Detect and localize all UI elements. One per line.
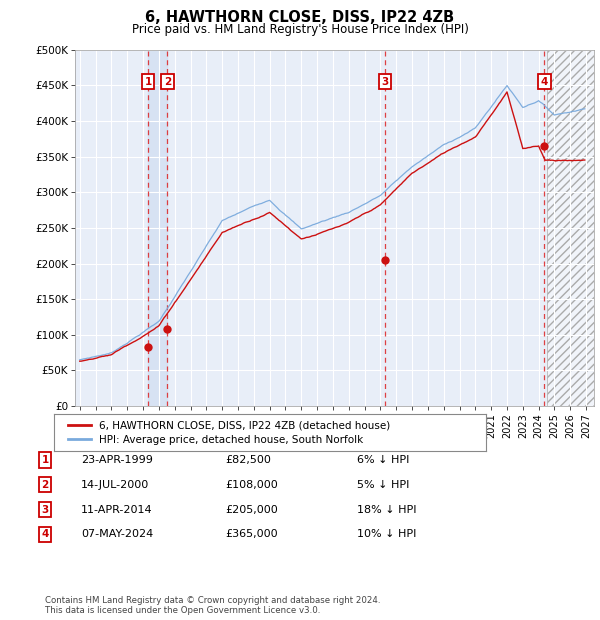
- Text: £108,000: £108,000: [225, 480, 278, 490]
- Text: 4: 4: [41, 529, 49, 539]
- Bar: [547, 50, 594, 406]
- Text: 6, HAWTHORN CLOSE, DISS, IP22 4ZB: 6, HAWTHORN CLOSE, DISS, IP22 4ZB: [145, 10, 455, 25]
- Text: 5% ↓ HPI: 5% ↓ HPI: [357, 480, 409, 490]
- Text: 6% ↓ HPI: 6% ↓ HPI: [357, 455, 409, 465]
- Text: 14-JUL-2000: 14-JUL-2000: [81, 480, 149, 490]
- Text: 1: 1: [145, 77, 152, 87]
- Text: 1: 1: [41, 455, 49, 465]
- Text: 11-APR-2014: 11-APR-2014: [81, 505, 152, 515]
- Text: 07-MAY-2024: 07-MAY-2024: [81, 529, 153, 539]
- Legend: 6, HAWTHORN CLOSE, DISS, IP22 4ZB (detached house), HPI: Average price, detached: 6, HAWTHORN CLOSE, DISS, IP22 4ZB (detac…: [64, 417, 394, 449]
- Text: 4: 4: [541, 77, 548, 87]
- Bar: [148, 50, 167, 406]
- Text: £205,000: £205,000: [225, 505, 278, 515]
- Text: 2: 2: [41, 480, 49, 490]
- Text: 2: 2: [164, 77, 171, 87]
- Text: 10% ↓ HPI: 10% ↓ HPI: [357, 529, 416, 539]
- Text: £82,500: £82,500: [225, 455, 271, 465]
- Text: 3: 3: [41, 505, 49, 515]
- Text: 3: 3: [381, 77, 388, 87]
- Text: Contains HM Land Registry data © Crown copyright and database right 2024.
This d: Contains HM Land Registry data © Crown c…: [45, 596, 380, 615]
- Text: 18% ↓ HPI: 18% ↓ HPI: [357, 505, 416, 515]
- Bar: [547, 50, 594, 406]
- Text: £365,000: £365,000: [225, 529, 278, 539]
- Text: Price paid vs. HM Land Registry's House Price Index (HPI): Price paid vs. HM Land Registry's House …: [131, 23, 469, 36]
- Text: 23-APR-1999: 23-APR-1999: [81, 455, 153, 465]
